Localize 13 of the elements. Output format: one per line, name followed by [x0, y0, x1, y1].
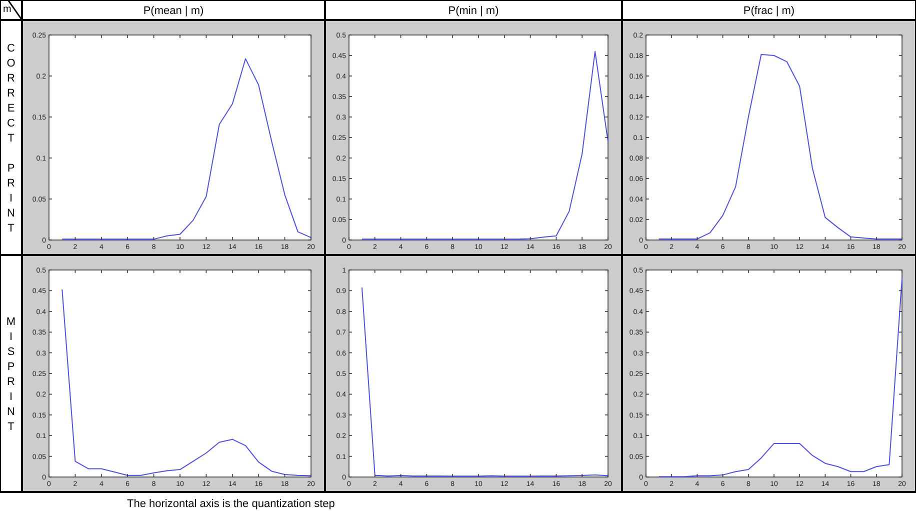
line-series	[361, 287, 608, 477]
line-series	[361, 50, 608, 240]
text: CORRECT PRINT	[6, 42, 16, 234]
text: The horizontal axis is the quantization step	[127, 498, 335, 510]
line-series	[658, 54, 902, 240]
text: m	[3, 4, 12, 15]
chart-title: P(min | m)	[448, 5, 499, 17]
line-series	[62, 288, 312, 476]
chart-title: P(frac | m)	[743, 5, 795, 17]
line-series	[658, 278, 902, 478]
line-series	[62, 58, 312, 240]
chart-title: P(mean | m)	[143, 5, 204, 17]
y-axis-title: MISPRINT	[6, 316, 16, 433]
